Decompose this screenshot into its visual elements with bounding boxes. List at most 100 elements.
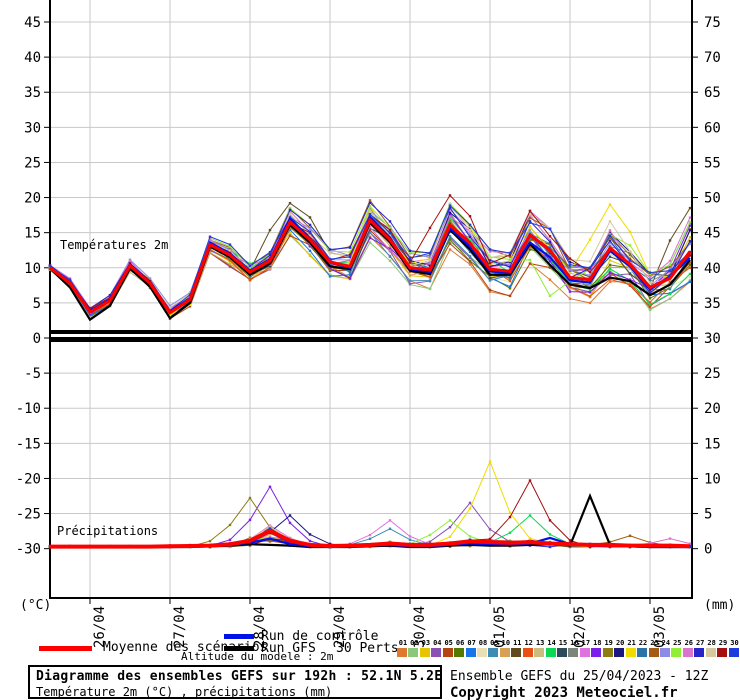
control-legend-label: Run de contrôle [261,629,379,644]
pert-number: 24 [661,639,671,647]
member-28-temp-line-marker [648,281,652,285]
member-30-temp-line-marker [48,265,52,268]
member-02-temp-line-marker [648,308,652,312]
member-25-temp-line-marker [348,250,352,254]
member-12-temp-line-marker [268,265,272,269]
member-14-temp-line-marker [448,216,452,220]
member-18-temp-line-marker [448,214,452,217]
right-tick-label: 45 [704,226,721,242]
member-29-temp-line-marker [448,194,452,197]
member-25-temp-line-marker [688,220,692,224]
member-24-temp-line-marker [588,274,592,277]
member-19-temp-line-marker [328,268,332,272]
pert-color-swatch [522,648,533,657]
pert-number: 03 [421,639,431,647]
pert-number: 12 [524,639,533,647]
pert-legend-04: 04 [431,639,443,657]
member-30-temp-line-marker [588,266,592,269]
member-02-temp-line-marker [608,269,612,273]
pert-legend-09: 09 [488,639,500,657]
pert-color-swatch [499,648,510,657]
pert-color-swatch [419,648,430,657]
left-tick-label: 40 [24,50,41,66]
member-17-temp-line-marker [348,258,352,262]
pert-color-swatch [511,648,522,657]
member-22-temp-line-marker [508,276,512,279]
member-18-precip-line-marker [308,539,312,543]
member-28-precip-line-marker [548,544,552,547]
pert-color-swatch [694,648,705,657]
pert-legend-19: 19 [602,639,615,657]
member-21-temp-line-marker [628,230,632,233]
right-tick-label: 55 [704,155,721,171]
member-24-temp-line-marker [128,258,132,261]
member-19-temp-line-marker [628,253,632,257]
member-30-temp-line-marker [268,250,272,254]
pert-number: 13 [535,639,545,647]
member-24-temp-line-marker [308,227,312,230]
member-27-temp-line-marker [528,220,532,223]
pert-number: 07 [467,639,476,647]
member-25-temp-line-marker [388,227,392,230]
member-26-temp-line-marker [388,249,392,252]
member-23-temp-line-marker [608,236,612,239]
pert-legend-24: 24 [659,639,672,657]
date-label: 28/04 [252,606,268,648]
member-28-temp-line-marker [308,234,312,237]
pert-color-swatch [534,648,545,657]
member-24-temp-line-marker [508,263,512,267]
member-02-temp-line-marker [428,287,432,291]
right-tick-label: 5 [704,507,712,523]
member-22-temp-line-marker [348,270,352,273]
left-tick-label: 10 [24,261,41,277]
member-18-precip-line-marker [268,485,272,488]
member-28-temp-line-marker [368,209,372,213]
member-12-temp-line-marker [228,259,232,262]
date-label: 03/05 [652,606,668,648]
member-10-temp-line-marker [408,274,412,277]
pert-color-swatch [545,648,556,657]
member-13-temp-line-marker [628,267,632,271]
member-01-temp-line-marker [488,290,492,293]
member-29-temp-line-marker [88,307,92,310]
member-01-temp-line-marker [588,301,592,305]
member-20-precip-line-marker [288,514,292,517]
member-25-temp-line-marker [668,263,672,267]
member-25-temp-line-marker [528,258,532,262]
member-30-temp-line-marker [308,230,312,233]
member-29-temp-line-marker [528,209,532,213]
member-30-precip-line-marker [548,545,552,549]
pert-color-swatch [488,648,499,657]
member-09-temp-line-marker [428,279,432,282]
pert-legend-25: 25 [671,639,683,657]
member-23-temp-line-marker [268,252,272,255]
pert-legend-15: 15 [557,639,569,657]
member-30-temp-line-marker [248,264,252,268]
member-01-temp-line-marker [548,278,552,281]
pert-number: 20 [615,639,625,647]
member-24-temp-line-marker [668,267,672,270]
member-20-precip-line-marker [328,542,332,546]
member-03-temp-line-marker [308,254,312,258]
date-labels: 26/04 27/04 28/04 29/04 30/04 01/05 02/05 03/05 [92,606,668,648]
member-18-temp-line-marker [308,244,312,248]
pert-number: 15 [558,639,568,647]
date-label: 01/05 [492,606,508,648]
member-26-temp-line-marker [608,229,612,232]
left-tick-label: -5 [24,366,41,382]
member-08-temp-line-marker [688,276,692,279]
member-29-precip-line-marker [568,539,572,542]
member-05-temp-line-marker [528,262,532,265]
pert-legend-14: 14 [545,639,558,657]
member-07-temp-line-marker [688,280,692,284]
member-14-temp-line-marker [588,288,592,291]
member-14-temp-line-marker [468,239,472,243]
member-14-temp-line-marker [248,262,252,266]
member-20-temp-line-marker [428,264,432,267]
member-27-temp-line-marker [468,235,472,239]
pert-color-swatch [625,648,636,657]
pert-legend-21: 21 [625,639,638,657]
member-11-temp-line-marker [488,276,492,280]
member-11-temp-line-marker [628,272,632,276]
